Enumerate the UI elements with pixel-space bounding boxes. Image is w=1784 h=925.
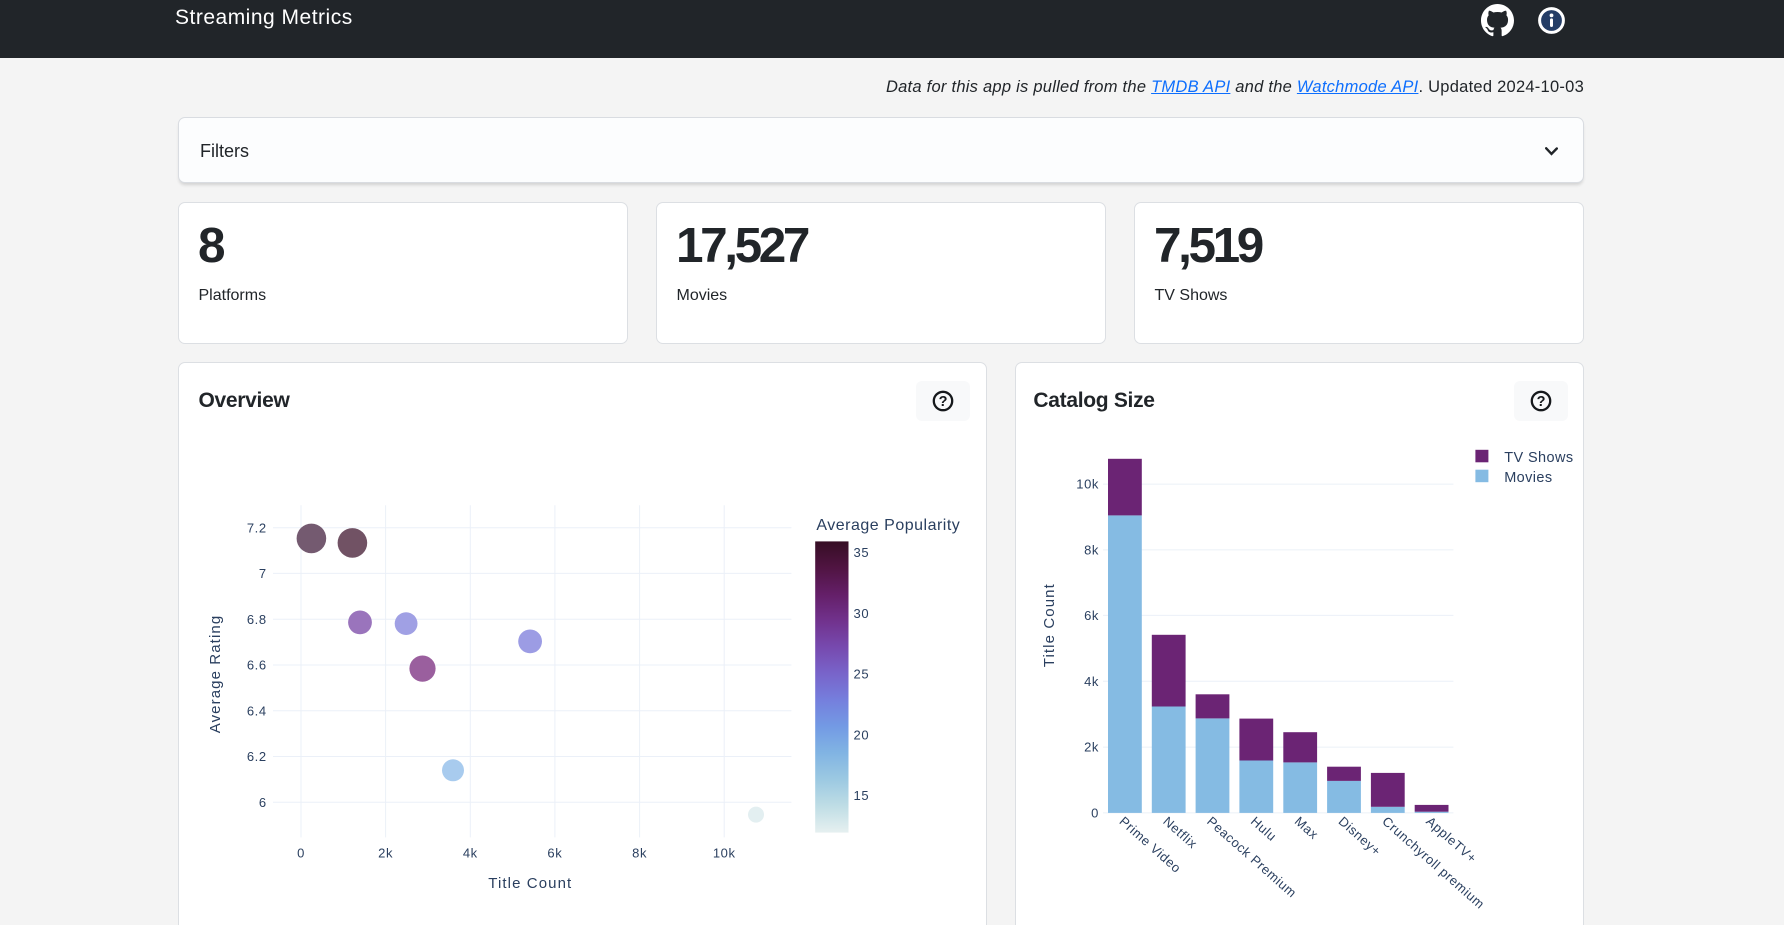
svg-text:2k: 2k <box>1084 740 1099 755</box>
svg-text:35: 35 <box>854 545 870 560</box>
svg-text:10k: 10k <box>1076 477 1099 492</box>
svg-text:0: 0 <box>1091 806 1099 821</box>
svg-text:Title Count: Title Count <box>1041 583 1058 667</box>
svg-text:25: 25 <box>854 667 870 682</box>
svg-text:8k: 8k <box>1084 543 1099 558</box>
svg-text:?: ? <box>939 394 948 410</box>
svg-text:6k: 6k <box>1084 608 1099 623</box>
svg-text:8k: 8k <box>632 845 647 860</box>
svg-text:Netflix: Netflix <box>1160 814 1200 852</box>
svg-text:2k: 2k <box>378 845 393 860</box>
svg-text:4k: 4k <box>463 845 478 860</box>
svg-text:20: 20 <box>854 727 870 742</box>
svg-text:6.6: 6.6 <box>247 658 267 673</box>
svg-text:Hulu: Hulu <box>1248 814 1280 845</box>
svg-text:0: 0 <box>297 845 305 860</box>
svg-text:6.2: 6.2 <box>247 749 267 764</box>
svg-text:Title Count: Title Count <box>488 875 572 892</box>
svg-text:6k: 6k <box>547 845 562 860</box>
svg-text:Average Popularity: Average Popularity <box>816 517 960 534</box>
svg-text:Average Rating: Average Rating <box>207 615 224 734</box>
svg-text:6.8: 6.8 <box>247 612 267 627</box>
svg-text:?: ? <box>1536 394 1545 410</box>
svg-text:30: 30 <box>854 606 870 621</box>
svg-text:Disney+: Disney+ <box>1336 814 1385 859</box>
svg-text:Movies: Movies <box>1504 470 1552 486</box>
svg-text:7: 7 <box>259 566 267 581</box>
svg-text:6.4: 6.4 <box>247 704 267 719</box>
svg-text:TV Shows: TV Shows <box>1504 450 1573 466</box>
svg-text:Max: Max <box>1292 814 1322 843</box>
svg-text:4k: 4k <box>1084 674 1099 689</box>
svg-text:10k: 10k <box>713 845 736 860</box>
svg-text:7.2: 7.2 <box>247 520 267 535</box>
svg-text:6: 6 <box>259 795 267 810</box>
svg-text:15: 15 <box>854 788 870 803</box>
